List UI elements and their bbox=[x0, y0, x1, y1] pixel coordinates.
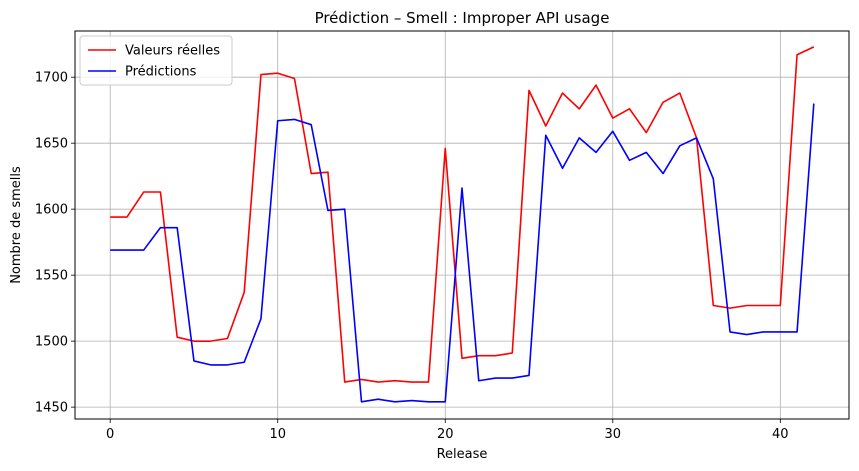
series-line-2 bbox=[110, 103, 815, 403]
grid bbox=[75, 31, 849, 419]
legend-label: Valeurs réelles bbox=[125, 44, 220, 59]
x-tick-label: 30 bbox=[605, 427, 622, 442]
legend-box bbox=[79, 35, 233, 86]
chart-title: Prédiction – Smell : Improper API usage bbox=[315, 9, 610, 27]
x-tick-label: 20 bbox=[437, 427, 454, 442]
x-axis-label: Release bbox=[437, 447, 488, 462]
y-tick-label: 1450 bbox=[35, 401, 68, 416]
y-axis-label: Nombre de smells bbox=[9, 166, 24, 284]
legend: Valeurs réelles Prédictions bbox=[79, 35, 233, 86]
plot-frame bbox=[74, 30, 850, 420]
y-tick-label: 1550 bbox=[35, 269, 68, 284]
y-tick-label: 1650 bbox=[35, 137, 68, 152]
x-tick-label: 0 bbox=[106, 427, 114, 442]
x-tick-label: 40 bbox=[772, 427, 789, 442]
y-tick-label: 1500 bbox=[35, 335, 68, 350]
y-tick-label: 1600 bbox=[35, 203, 68, 218]
y-tick-label: 1700 bbox=[35, 71, 68, 86]
x-tick-label: 10 bbox=[269, 427, 286, 442]
series-line-1 bbox=[110, 46, 815, 383]
series-layer bbox=[110, 46, 815, 403]
legend-label: Prédictions bbox=[125, 65, 197, 80]
ticks: 0 10 20 30 40 1450 1500 1550 1600 1650 1700 bbox=[35, 71, 789, 442]
